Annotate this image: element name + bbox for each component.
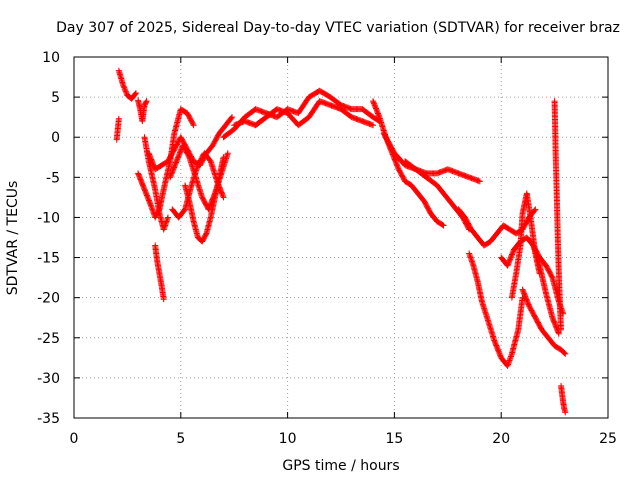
series-arc-12 <box>231 98 377 129</box>
chart-title: Day 307 of 2025, Sidereal Day-to-day VTE… <box>56 20 620 36</box>
data-point <box>532 206 539 213</box>
data-point <box>531 207 538 214</box>
data-point <box>189 120 196 127</box>
y-tick-label: -35 <box>37 411 60 427</box>
data-point <box>562 350 569 357</box>
data-point <box>143 99 150 106</box>
data-point <box>224 150 231 157</box>
series-arc-10 <box>169 150 227 221</box>
data-point <box>143 98 150 105</box>
data-point <box>164 214 171 221</box>
series-arc-21 <box>551 98 565 333</box>
data-point <box>439 221 446 228</box>
data-point <box>555 330 562 337</box>
data-point <box>229 114 236 121</box>
data-point <box>561 350 568 357</box>
x-tick-label: 15 <box>385 431 403 447</box>
y-tick-label: -20 <box>37 291 60 307</box>
data-point <box>185 153 192 160</box>
series-arc-3 <box>135 97 150 125</box>
series-arc-17 <box>455 206 539 249</box>
data-point <box>122 88 129 95</box>
x-tick-label: 5 <box>176 431 185 447</box>
data-point <box>132 91 139 98</box>
data-point <box>476 178 483 185</box>
series-arc-23 <box>498 234 562 337</box>
y-tick-label: -25 <box>37 331 60 347</box>
data-point <box>160 296 167 303</box>
y-tick-label: 5 <box>51 90 60 106</box>
x-tick-label: 25 <box>599 431 617 447</box>
series-arc-22 <box>558 382 569 416</box>
data-point <box>123 89 130 96</box>
y-tick-label: -30 <box>37 371 60 387</box>
series-arc-11 <box>220 87 383 141</box>
x-axis-title: GPS time / hours <box>282 458 399 474</box>
data-points-layer <box>113 67 569 416</box>
series-arc-16 <box>466 250 526 369</box>
series-arc-6 <box>152 242 167 303</box>
data-point <box>220 154 227 161</box>
plot-frame <box>73 56 609 419</box>
data-point <box>121 85 128 92</box>
data-point <box>132 90 139 97</box>
data-point <box>115 115 122 122</box>
data-point <box>122 87 129 94</box>
data-point <box>220 194 227 201</box>
data-point <box>548 273 555 280</box>
series-arc-1 <box>115 67 139 102</box>
y-axis-title: SDTVAR / TECUs <box>5 181 21 296</box>
y-tick-label: -10 <box>37 210 60 226</box>
data-point <box>120 82 127 89</box>
x-tick-label: 20 <box>492 431 510 447</box>
y-tick-label: -15 <box>37 251 60 267</box>
data-point <box>121 84 128 91</box>
data-point <box>562 409 569 416</box>
y-tick-label: 10 <box>42 50 60 66</box>
series-arc-18 <box>508 190 543 301</box>
tick-layer: 0 5 10 15 20 25 -35 -30 -25 -20 -15 -10 -5 0 5 10 <box>37 50 617 447</box>
x-tick-label: 10 <box>279 431 297 447</box>
series-arc-14 <box>380 130 483 185</box>
data-point <box>190 122 197 129</box>
data-point <box>370 122 377 129</box>
series-arc-2 <box>113 115 122 143</box>
series-arc-19 <box>519 286 569 357</box>
data-point <box>440 222 447 229</box>
data-point <box>228 115 235 122</box>
x-tick-label: 0 <box>70 431 79 447</box>
data-point <box>120 83 127 90</box>
y-tick-label: 0 <box>51 130 60 146</box>
y-tick-label: -5 <box>46 170 60 186</box>
